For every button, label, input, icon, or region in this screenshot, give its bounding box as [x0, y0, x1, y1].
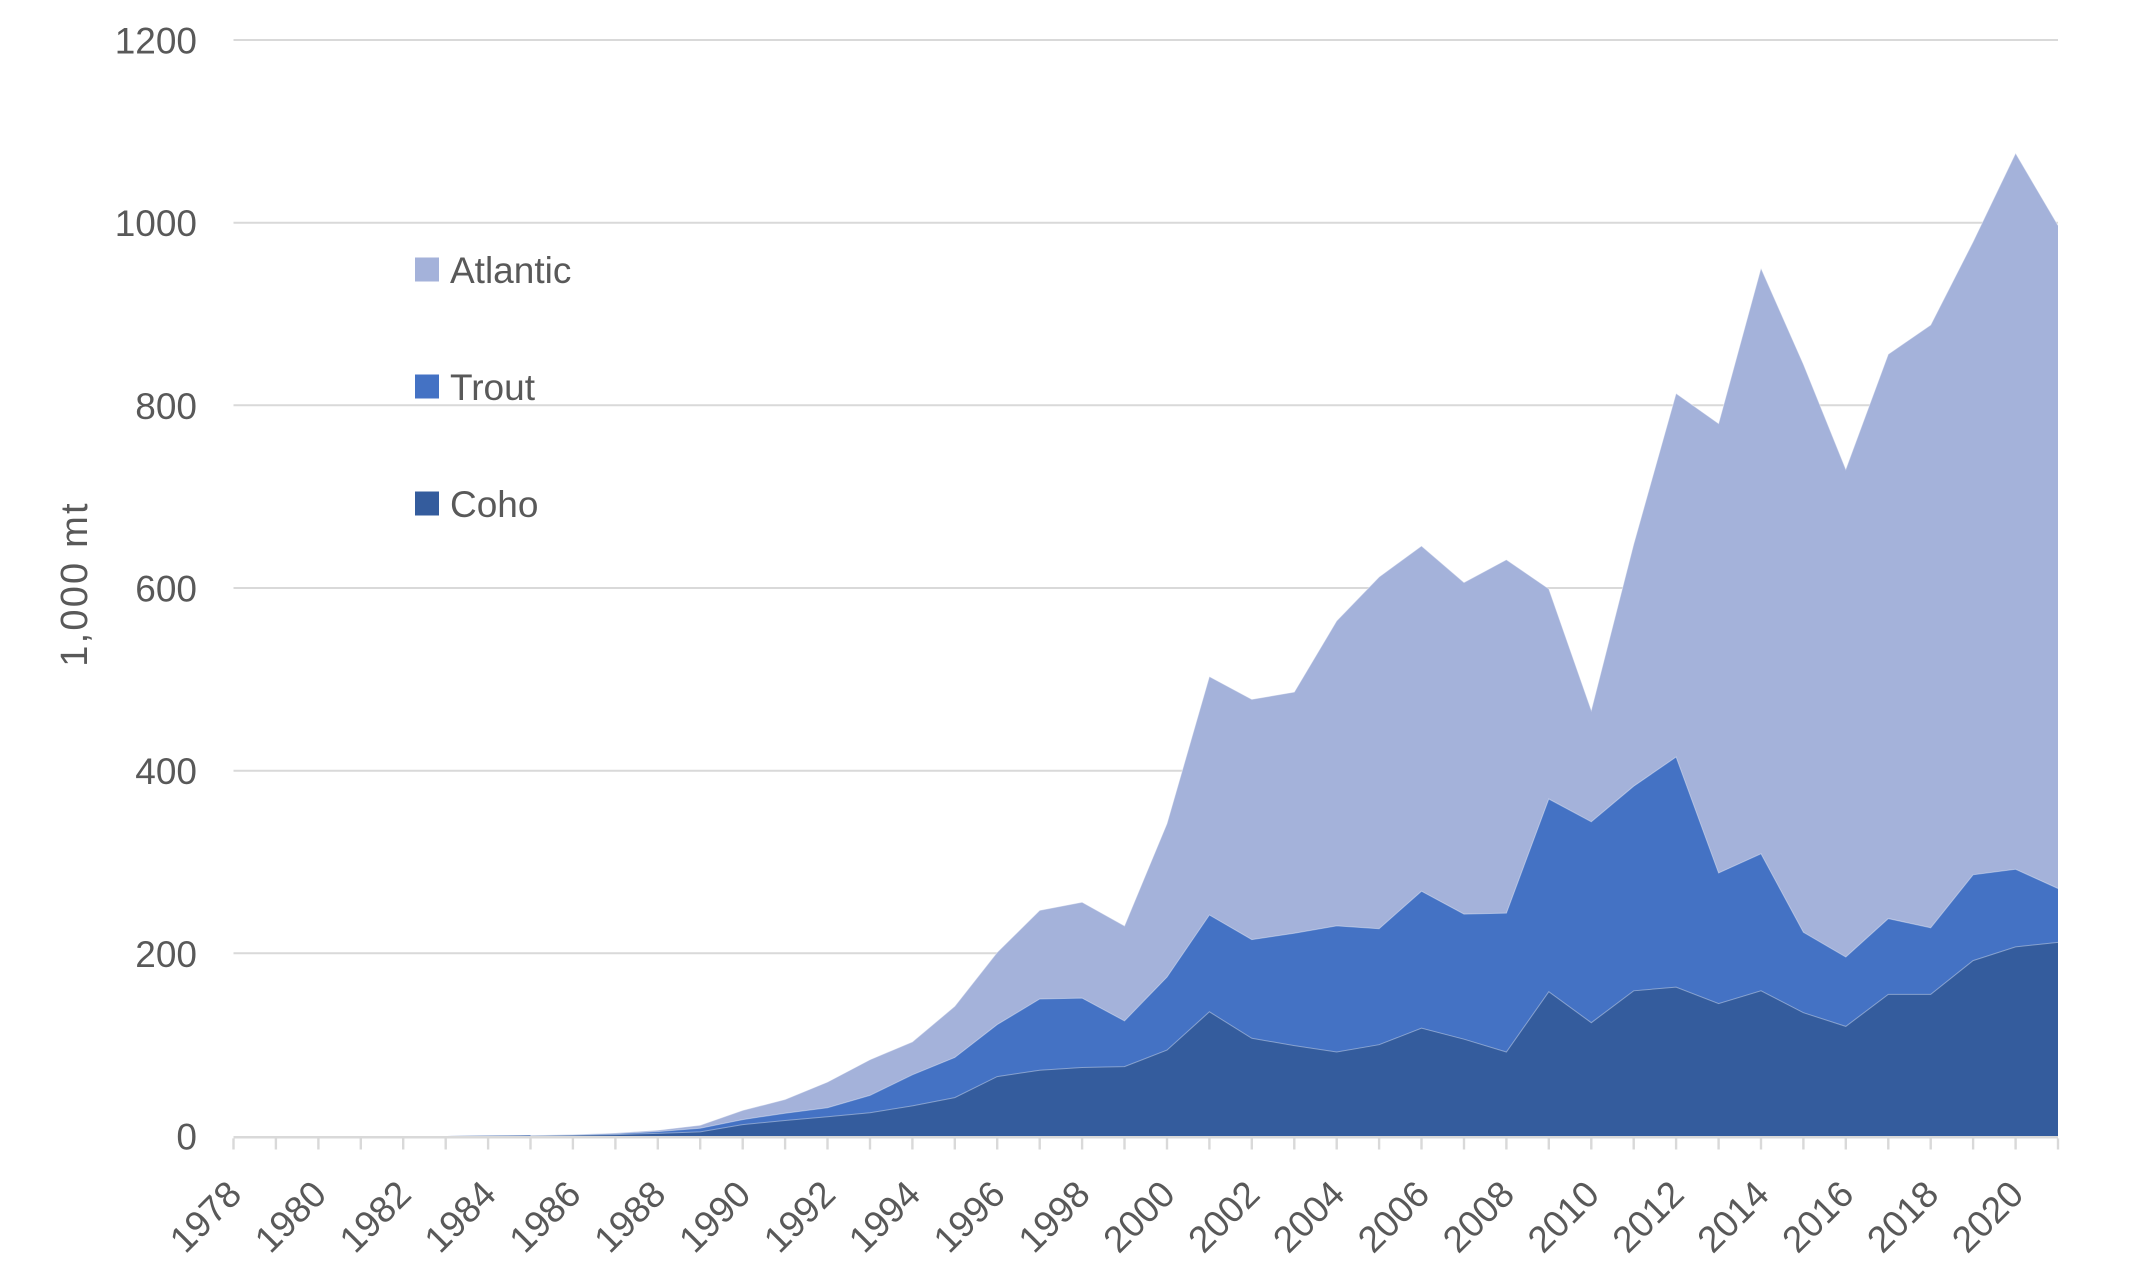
svg-text:1,000 mt: 1,000 mt	[54, 501, 96, 666]
svg-text:Trout: Trout	[450, 367, 536, 408]
svg-text:200: 200	[135, 934, 197, 975]
svg-text:1200: 1200	[115, 21, 197, 62]
svg-text:800: 800	[135, 386, 197, 427]
svg-text:600: 600	[135, 569, 197, 610]
svg-text:Coho: Coho	[450, 484, 538, 525]
svg-text:400: 400	[135, 751, 197, 792]
svg-text:Atlantic: Atlantic	[450, 250, 571, 291]
svg-text:1000: 1000	[115, 203, 197, 244]
svg-text:0: 0	[176, 1117, 197, 1158]
